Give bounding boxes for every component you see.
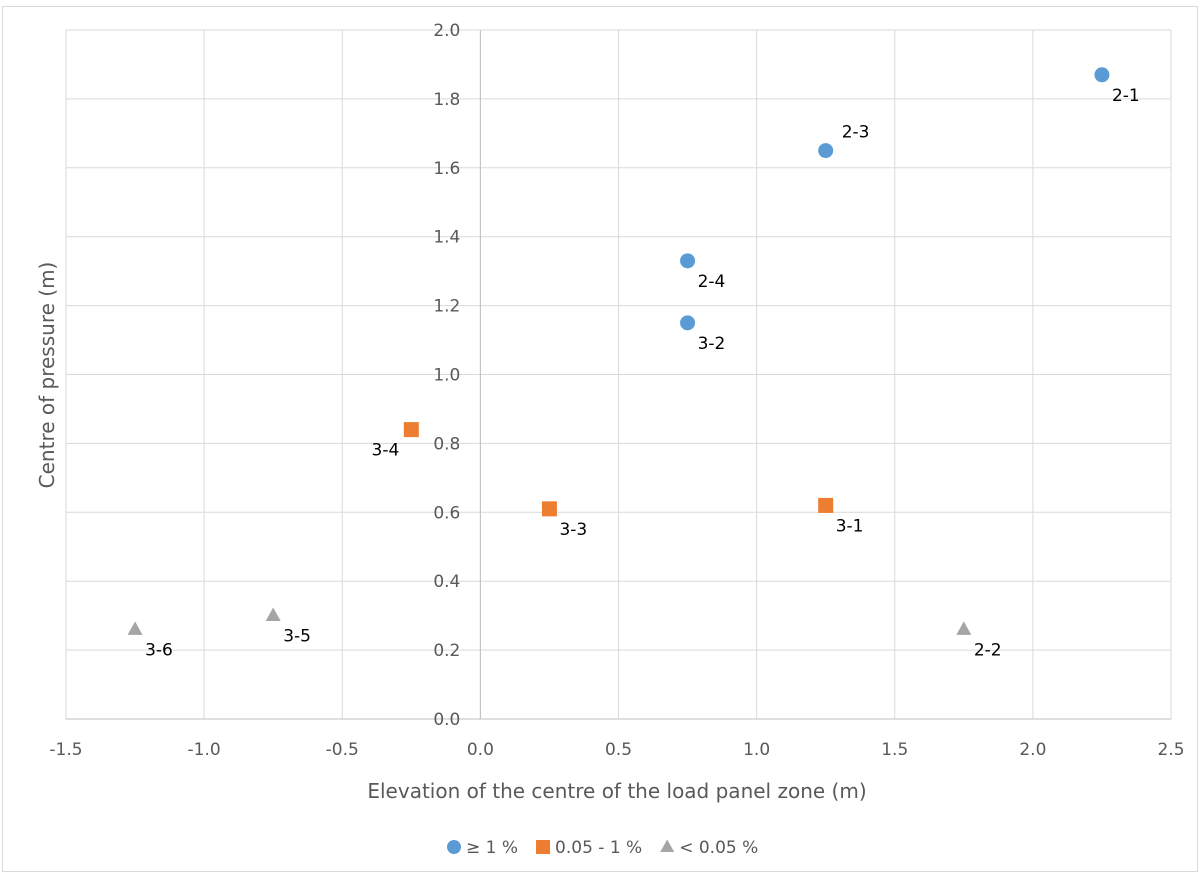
data-label: 3-5 <box>283 627 311 647</box>
y-tick-label: 0.0 <box>433 710 460 730</box>
y-tick-label: 2.0 <box>433 21 460 41</box>
data-label: 3-1 <box>836 516 864 536</box>
legend: ≥ 1 % 0.05 - 1 % < 0.05 % <box>447 838 758 858</box>
point-labels: 2-1 2-3 2-4 3-2 3-4 3-3 3-1 3-6 3-5 2-2 <box>145 86 1140 661</box>
legend-label: < 0.05 % <box>679 838 758 858</box>
x-tick-label: 0.0 <box>467 740 494 760</box>
x-axis-title: Elevation of the centre of the load pane… <box>367 779 866 803</box>
legend-marker-circle <box>447 840 461 854</box>
data-point-circle <box>1094 67 1110 83</box>
y-tick-label: 1.0 <box>433 366 460 386</box>
legend-label: 0.05 - 1 % <box>555 838 642 858</box>
data-label: 2-1 <box>1112 86 1140 106</box>
legend-marker-triangle <box>660 839 675 853</box>
y-tick-label: 0.6 <box>433 503 460 523</box>
data-point-square <box>403 422 419 438</box>
x-tick-label: -1.0 <box>188 740 221 760</box>
data-points <box>127 67 1110 635</box>
x-tick-label: -0.5 <box>326 740 359 760</box>
data-point-triangle <box>265 607 281 622</box>
data-label: 2-3 <box>842 123 870 143</box>
y-tick-label: 0.8 <box>433 434 460 454</box>
data-label: 3-6 <box>145 640 173 660</box>
y-tick-labels: 0.0 0.2 0.4 0.6 0.8 1.0 1.2 1.4 1.6 1.8 2.0 <box>433 21 460 730</box>
data-point-circle <box>818 143 834 159</box>
y-tick-label: 1.4 <box>433 228 460 248</box>
data-point-square <box>541 501 557 517</box>
chart-area <box>2 6 1198 872</box>
x-tick-label: 2.5 <box>1157 740 1184 760</box>
data-point-triangle <box>956 621 972 635</box>
data-point-circle <box>680 315 696 331</box>
data-label: 3-4 <box>372 441 400 461</box>
y-tick-label: 1.6 <box>433 159 460 179</box>
data-point-square <box>818 497 834 513</box>
x-tick-label: 1.0 <box>743 740 770 760</box>
axes <box>66 30 1171 720</box>
y-tick-label: 0.4 <box>433 572 460 592</box>
data-label: 3-2 <box>698 334 726 354</box>
x-tick-labels: -1.5 -1.0 -0.5 0.0 0.5 1.0 1.5 2.0 2.5 <box>49 740 1184 760</box>
legend-label: ≥ 1 % <box>466 838 518 858</box>
data-label: 2-2 <box>974 640 1002 660</box>
y-tick-label: 1.8 <box>433 90 460 110</box>
x-tick-label: 1.5 <box>881 740 908 760</box>
y-axis-title: Centre of pressure (m) <box>35 262 59 489</box>
data-label: 2-4 <box>698 272 726 292</box>
data-point-triangle <box>127 621 143 635</box>
x-tick-label: -1.5 <box>49 740 82 760</box>
data-point-circle <box>680 253 696 269</box>
x-tick-label: 2.0 <box>1019 740 1046 760</box>
gridlines <box>65 29 1172 720</box>
y-tick-label: 1.2 <box>433 297 460 317</box>
y-tick-label: 0.2 <box>433 641 460 661</box>
x-tick-label: 0.5 <box>605 740 632 760</box>
legend-marker-square <box>536 840 551 854</box>
data-label: 3-3 <box>559 520 587 540</box>
